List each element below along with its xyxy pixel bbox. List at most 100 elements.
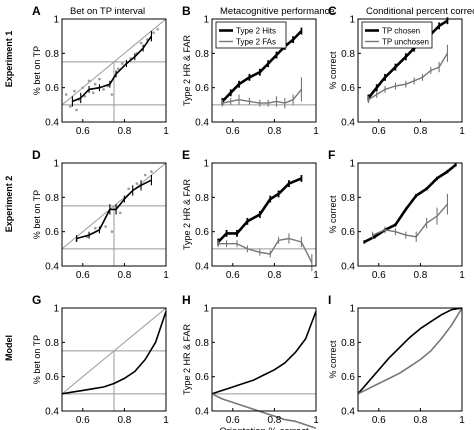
series-line-2 xyxy=(357,307,463,395)
x-tick-label: 0.8 xyxy=(117,126,131,137)
y-tick-label: 0.4 xyxy=(45,118,59,129)
scatter-point xyxy=(139,41,143,45)
y-axis-label: % bet on TP xyxy=(32,190,42,239)
plot-area xyxy=(211,311,317,429)
x-tick-label: 0.6 xyxy=(372,415,386,426)
panel-c: C Conditional percent correct 0.6 0.8 1 0.4 0.… xyxy=(328,4,474,137)
x-tick-label: 0.8 xyxy=(413,415,427,426)
series-line-2 xyxy=(368,52,448,101)
y-tick-label: 0.8 xyxy=(45,49,59,60)
scatter-point xyxy=(150,170,153,173)
axes-frame xyxy=(61,162,167,267)
panel-letter-e: E xyxy=(182,148,190,162)
scatter-point xyxy=(156,28,159,31)
panel-title: Metacognitive performance xyxy=(220,6,335,17)
scatter-point xyxy=(135,182,139,185)
scatter-point xyxy=(83,94,87,98)
y-tick-label: 0.8 xyxy=(341,193,355,204)
y-tick-label: 1 xyxy=(53,304,59,315)
series-line-1 xyxy=(363,163,457,244)
plot-area xyxy=(61,307,167,411)
y-tick-label: 0.6 xyxy=(341,227,355,238)
legend-entry: Type 2 FAs xyxy=(236,38,276,47)
series-line-1 xyxy=(357,307,463,395)
panel-letter-g: G xyxy=(32,293,41,307)
series-line-1 xyxy=(367,19,449,99)
scatter-point xyxy=(91,91,95,95)
y-tick-label: 0.8 xyxy=(195,193,209,204)
x-tick-label: 0.8 xyxy=(117,415,131,426)
series-line-2 xyxy=(372,203,448,238)
scatter-point xyxy=(116,67,120,71)
x-tick-label: 1 xyxy=(163,270,169,281)
series-line-1 xyxy=(221,30,303,103)
x-tick-label: 1 xyxy=(313,415,319,426)
scatter-point xyxy=(110,93,114,96)
x-axis-label: Orientation % correct xyxy=(219,426,309,430)
y-tick-label: 1 xyxy=(349,15,355,26)
panel-i: I 0.6 0.8 1 0.4 0.6 0.8 1 % correct xyxy=(328,293,465,426)
y-axis-label: % correct xyxy=(328,340,338,379)
x-tick-label: 0.8 xyxy=(413,270,427,281)
y-tick-label: 0.6 xyxy=(195,83,209,94)
y-tick-label: 0.8 xyxy=(341,49,355,60)
scatter-point xyxy=(93,82,97,86)
plot-area xyxy=(61,18,167,122)
scatter-point xyxy=(152,31,155,35)
scatter-point xyxy=(64,93,68,96)
y-tick-label: 0.4 xyxy=(195,262,209,273)
x-tick-label: 0.8 xyxy=(267,126,281,137)
y-tick-label: 0.6 xyxy=(45,83,59,94)
axes-frame xyxy=(211,18,317,123)
scatter-point xyxy=(118,211,122,215)
axes-frame xyxy=(357,162,463,267)
x-tick-label: 0.8 xyxy=(117,270,131,281)
series-line-2 xyxy=(222,88,302,104)
axes-frame xyxy=(61,18,167,123)
y-tick-label: 0.8 xyxy=(341,338,355,349)
x-tick-label: 1 xyxy=(459,270,465,281)
axes-frame xyxy=(211,162,317,267)
y-tick-label: 1 xyxy=(53,159,59,170)
panel-g: G 0.6 0.8 1 0.4 0.6 0.8 1 % bet on TP xyxy=(32,293,169,426)
row-label-experiment-1: Experiment 1 xyxy=(4,31,14,88)
plot-area xyxy=(61,162,167,266)
panel-letter-c: C xyxy=(328,4,337,18)
y-tick-label: 0.6 xyxy=(45,227,59,238)
y-tick-label: 0.8 xyxy=(195,338,209,349)
y-axis-label: Type 2 HR & FAR xyxy=(182,323,192,395)
x-tick-label: 1 xyxy=(313,126,319,137)
axes-frame xyxy=(61,307,167,412)
y-tick-label: 0.6 xyxy=(45,372,59,383)
legend-box xyxy=(361,21,433,49)
y-tick-label: 0.4 xyxy=(341,407,355,418)
x-tick-label: 1 xyxy=(459,126,465,137)
scatter-point xyxy=(127,187,130,191)
panel-d: D 0.6 0.8 1 0.4 0.6 0.8 1 % bet on TP xyxy=(32,148,169,281)
panel-b: B Metacognitive performance 0.6 0.8 1 0.4 0.6 0… xyxy=(182,4,335,137)
axes-frame xyxy=(211,307,317,412)
y-tick-label: 0.4 xyxy=(341,262,355,273)
panel-letter-h: H xyxy=(182,293,191,307)
panel-a: A Bet on TP interval 0.6 0.8 1 0.4 0.6 0.8 1 % be… xyxy=(32,4,169,137)
scatter-point xyxy=(102,88,105,91)
y-tick-label: 1 xyxy=(203,304,209,315)
x-tick-label: 0.6 xyxy=(76,415,90,426)
y-tick-label: 0.4 xyxy=(195,118,209,129)
legend-entry: TP unchosen xyxy=(382,38,429,47)
y-tick-label: 0.4 xyxy=(45,407,59,418)
y-tick-label: 1 xyxy=(349,159,355,170)
scatter-point xyxy=(98,77,101,81)
y-tick-label: 0.4 xyxy=(341,118,355,129)
y-tick-label: 0.6 xyxy=(195,372,209,383)
y-tick-label: 0.6 xyxy=(341,372,355,383)
x-tick-label: 0.8 xyxy=(267,270,281,281)
panel-f: F 0.6 0.8 1 0.4 0.6 0.8 1 % correct xyxy=(328,148,465,281)
panel-e: E 0.6 0.8 1 0.4 0.6 0.8 1 Type 2 HR & FAR xyxy=(182,148,319,281)
panel-letter-f: F xyxy=(328,148,335,162)
x-tick-label: 0.6 xyxy=(76,126,90,137)
y-axis-label: Type 2 HR & FAR xyxy=(182,34,192,106)
x-tick-label: 0.8 xyxy=(413,126,427,137)
series-line-1 xyxy=(61,311,167,395)
